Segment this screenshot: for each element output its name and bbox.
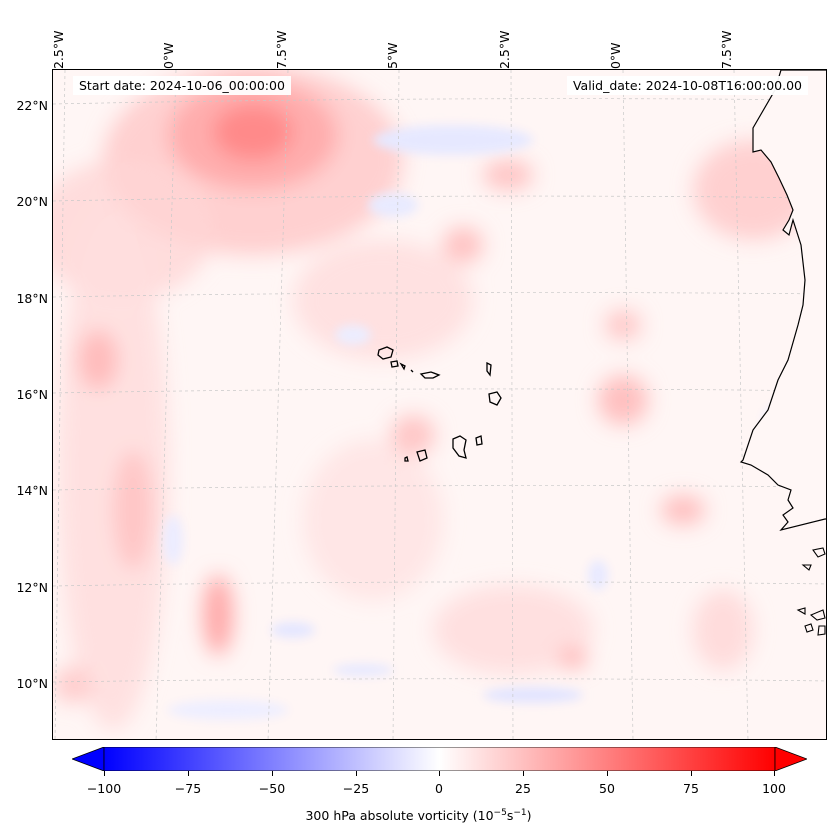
- map-canvas: [53, 70, 826, 739]
- cb-tick-label: 25: [515, 781, 531, 796]
- cb-tickmark: [774, 771, 775, 776]
- colorbar-title-exp1: −5: [493, 808, 507, 818]
- colorbar-title: 300 hPa absolute vorticity (10−5s−1): [0, 808, 837, 823]
- cb-tickmark: [439, 771, 440, 776]
- lat-label-20n: 20°N: [16, 194, 48, 209]
- cb-tick-label: −100: [86, 781, 122, 796]
- colorbar-gradient: [103, 746, 776, 772]
- cb-tickmark: [272, 771, 273, 776]
- cb-tickmark: [607, 771, 608, 776]
- africa-coastline: [739, 70, 826, 532]
- cb-tick-label: −75: [174, 781, 202, 796]
- lat-label-14n: 14°N: [16, 483, 48, 498]
- vorticity-map[interactable]: [52, 69, 827, 740]
- colorbar-graphic: [70, 746, 809, 772]
- colorbar-title-end: ): [526, 808, 532, 824]
- lat-label-16n: 16°N: [16, 387, 48, 402]
- lat-label-18n: 18°N: [16, 291, 48, 306]
- start-date-label: Start date: 2024-10-06_00:00:00: [73, 76, 291, 95]
- cb-tickmark: [104, 771, 105, 776]
- colorbar-title-unit: s: [506, 808, 514, 824]
- valid-date-label: Valid_date: 2024-10-08T16:00:00.00: [566, 76, 808, 95]
- colorbar-title-text: 300 hPa absolute vorticity (10: [305, 808, 494, 824]
- cb-tick-label: 100: [762, 781, 786, 796]
- colorbar: [70, 746, 809, 772]
- cb-tickmark: [523, 771, 524, 776]
- graticule: [53, 70, 826, 739]
- cb-tickmark: [356, 771, 357, 776]
- colorbar-title-exp2: −1: [513, 808, 527, 818]
- bijagos-islands: [796, 547, 826, 636]
- lat-label-22n: 22°N: [16, 98, 48, 113]
- cb-tick-label: −25: [342, 781, 370, 796]
- cb-tickmark: [691, 771, 692, 776]
- lat-label-10n: 10°N: [16, 676, 48, 691]
- cb-tick-label: 50: [599, 781, 615, 796]
- cabo-verde-islands: [377, 346, 502, 462]
- cb-tickmark: [188, 771, 189, 776]
- cb-tick-label: 0: [435, 781, 443, 796]
- cb-tick-label: −50: [258, 781, 286, 796]
- cb-tick-label: 75: [683, 781, 699, 796]
- colorbar-max-extend: [774, 746, 809, 772]
- lat-label-12n: 12°N: [16, 580, 48, 595]
- colorbar-min-extend: [70, 746, 105, 772]
